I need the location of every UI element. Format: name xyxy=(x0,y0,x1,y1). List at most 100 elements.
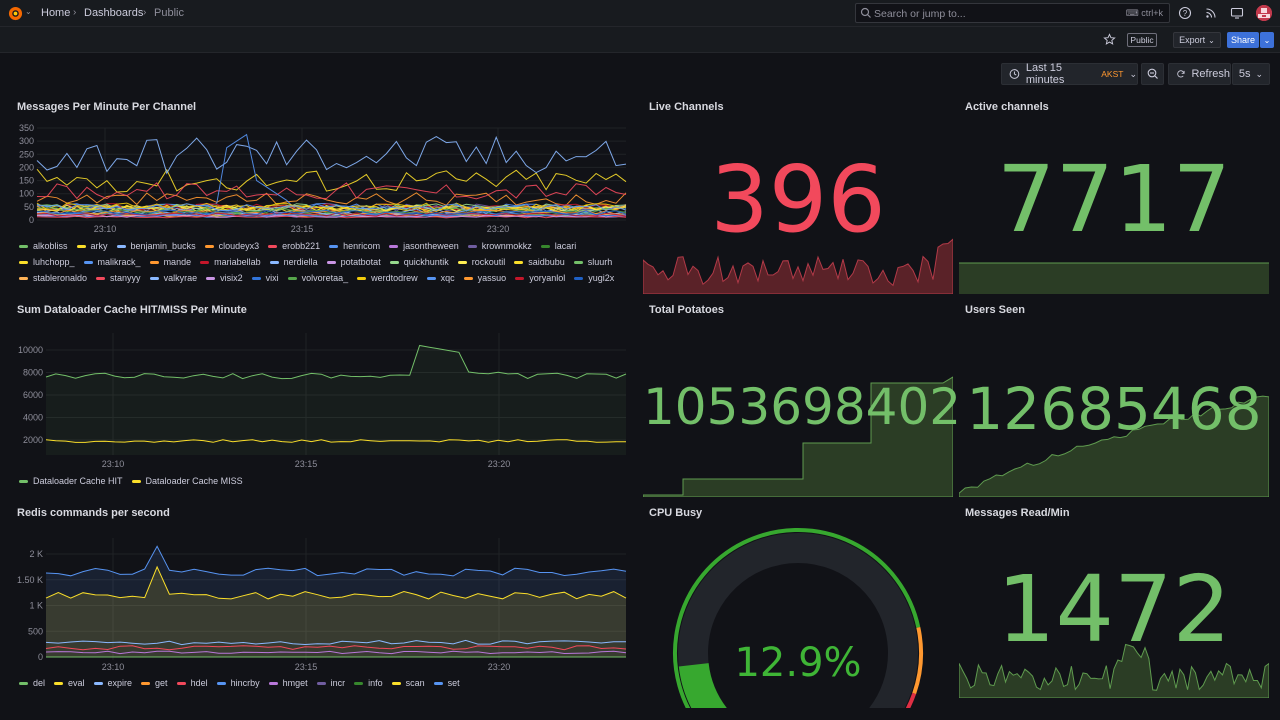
legend-item[interactable]: rockoutil xyxy=(457,254,505,270)
legend-item[interactable]: get xyxy=(141,675,168,691)
series-line xyxy=(36,135,627,175)
time-range-picker[interactable]: Last 15 minutes AKST ⌄ xyxy=(1001,62,1138,86)
user-avatar[interactable] xyxy=(1256,5,1272,21)
legend-item[interactable]: hdel xyxy=(176,675,208,691)
refresh-interval-picker[interactable]: 5s ⌄ xyxy=(1232,63,1270,85)
legend-item[interactable]: yassuo xyxy=(463,270,506,286)
search-input[interactable]: Search or jump to... ⌨ ctrl+k xyxy=(855,3,1170,23)
star-icon[interactable] xyxy=(1103,33,1116,46)
legend-item[interactable]: yugi2x xyxy=(574,270,614,286)
legend-swatch xyxy=(141,681,151,685)
legend-item[interactable]: set xyxy=(433,675,460,691)
legend-label: benjamin_bucks xyxy=(130,241,196,251)
legend-label: volvoretaa_ xyxy=(301,273,349,283)
legend-item[interactable]: visix2 xyxy=(206,270,243,286)
export-button[interactable]: Export ⌄ xyxy=(1173,32,1221,48)
panel-users-seen: Users Seen 12685468 xyxy=(959,295,1269,497)
chevron-down-icon[interactable]: ⌄ xyxy=(25,7,32,16)
legend-item[interactable]: del xyxy=(19,675,45,691)
panel-title[interactable]: Messages Per Minute Per Channel xyxy=(17,101,197,113)
legend-item[interactable]: stableronaldo xyxy=(19,270,87,286)
zoom-out-button[interactable] xyxy=(1141,63,1164,85)
dataloader-timeseries-chart[interactable]: 10000 8000 6000 4000 2000 23:10 23:15 23:20 xyxy=(0,325,636,475)
messages-timeseries-chart[interactable]: 350 300 250 200 150 100 50 0 23:10 23:15 23:20 xyxy=(0,122,636,242)
legend-item[interactable]: valkyrae xyxy=(149,270,197,286)
legend-item[interactable]: mariabellab xyxy=(200,254,261,270)
legend-item[interactable]: alkobliss xyxy=(19,238,68,254)
panel-title[interactable]: Users Seen xyxy=(965,304,1025,316)
share-button[interactable]: Share xyxy=(1227,32,1259,48)
legend-label: malikrack_ xyxy=(97,257,141,267)
panel-title[interactable]: Live Channels xyxy=(649,101,724,113)
panel-title[interactable]: CPU Busy xyxy=(649,507,703,519)
panel-title[interactable]: Sum Dataloader Cache HIT/MISS Per Minute xyxy=(17,304,247,316)
legend-item[interactable]: luhchopp_ xyxy=(19,254,75,270)
legend-item[interactable]: lacari xyxy=(540,238,576,254)
legend-swatch xyxy=(19,244,28,248)
legend-item[interactable]: vixi xyxy=(251,270,279,286)
breadcrumb-dashboards[interactable]: Dashboards xyxy=(84,7,144,19)
legend-item[interactable]: xqc xyxy=(426,270,455,286)
series-line xyxy=(36,203,627,212)
legend-item[interactable]: mande xyxy=(149,254,191,270)
refresh-button[interactable]: Refresh xyxy=(1168,63,1231,85)
legend-swatch xyxy=(204,244,214,248)
legend-item[interactable]: henricom xyxy=(329,238,380,254)
legend-swatch xyxy=(269,260,279,264)
legend-item[interactable]: cloudeyx3 xyxy=(204,238,259,254)
gauge-threshold-arc xyxy=(673,528,921,708)
help-icon[interactable]: ? xyxy=(1178,6,1192,20)
legend-item[interactable]: incr xyxy=(316,675,345,691)
legend-item[interactable]: volvoretaa_ xyxy=(287,270,349,286)
legend-item[interactable]: krownmokkz xyxy=(467,238,532,254)
breadcrumb-home[interactable]: Home xyxy=(41,7,71,19)
legend-item[interactable]: scan xyxy=(391,675,425,691)
panel-title[interactable]: Redis commands per second xyxy=(17,507,170,519)
legend-item[interactable]: eval xyxy=(54,675,85,691)
legend-swatch xyxy=(93,681,103,685)
legend-label: stanyyy xyxy=(110,273,141,283)
redis-timeseries-chart[interactable]: 2 K 1.50 K 1 K 500 0 23:10 23:15 23:20 xyxy=(0,538,636,678)
grafana-logo-icon[interactable] xyxy=(8,6,23,21)
legend-item[interactable]: sluurh xyxy=(573,254,612,270)
panel-messages-per-minute: Messages Per Minute Per Channel 350 300 25… xyxy=(0,92,636,290)
legend-item[interactable]: potatbotat xyxy=(326,254,381,270)
series-line-miss xyxy=(45,439,626,443)
legend-item[interactable]: expire xyxy=(93,675,132,691)
panel-title[interactable]: Messages Read/Min xyxy=(965,507,1070,519)
legend-item[interactable]: werdtodrew xyxy=(357,270,418,286)
series-area-eval xyxy=(46,566,626,657)
legend-item[interactable]: Dataloader Cache MISS xyxy=(131,473,243,489)
legend-item[interactable]: malikrack_ xyxy=(83,254,141,270)
legend-item[interactable]: stanyyy xyxy=(96,270,141,286)
time-range-label: Last 15 minutes xyxy=(1025,62,1065,86)
series-line xyxy=(36,202,627,212)
legend-item[interactable]: arky xyxy=(76,238,108,254)
legend-item[interactable]: erobb221 xyxy=(268,238,320,254)
legend-item[interactable]: quickhuntik xyxy=(389,254,449,270)
legend-item[interactable]: nerdiella xyxy=(269,254,318,270)
panel-total-potatoes: Total Potatoes 1053698402 xyxy=(643,295,961,497)
legend-item[interactable]: yoryanlol xyxy=(515,270,565,286)
legend-item[interactable]: benjamin_bucks xyxy=(116,238,196,254)
news-feed-icon[interactable] xyxy=(1204,6,1218,20)
legend-swatch xyxy=(19,276,28,280)
y-tick-label: 1 K xyxy=(29,601,43,611)
legend-item[interactable]: hmget xyxy=(268,675,308,691)
kiosk-mode-icon[interactable] xyxy=(1230,6,1244,20)
legend-item[interactable]: hincrby xyxy=(216,675,260,691)
legend-swatch xyxy=(149,260,159,264)
legend-item[interactable]: info xyxy=(354,675,383,691)
breadcrumb-current: Public xyxy=(154,7,184,19)
chevron-down-icon: ⌄ xyxy=(1255,68,1264,79)
legend-item[interactable]: Dataloader Cache HIT xyxy=(19,473,123,489)
cpu-gauge xyxy=(673,528,924,708)
legend-swatch xyxy=(149,276,159,280)
legend-item[interactable]: saidbubu xyxy=(514,254,565,270)
panel-title[interactable]: Active channels xyxy=(965,101,1049,113)
panel-title[interactable]: Total Potatoes xyxy=(649,304,724,316)
legend-item[interactable]: jasontheween xyxy=(389,238,459,254)
share-dropdown-button[interactable]: ⌄ xyxy=(1260,32,1274,48)
chart-legend: alkobliss arky benjamin_bucks cloudeyx3 erob… xyxy=(19,238,629,286)
legend-swatch xyxy=(268,244,278,248)
